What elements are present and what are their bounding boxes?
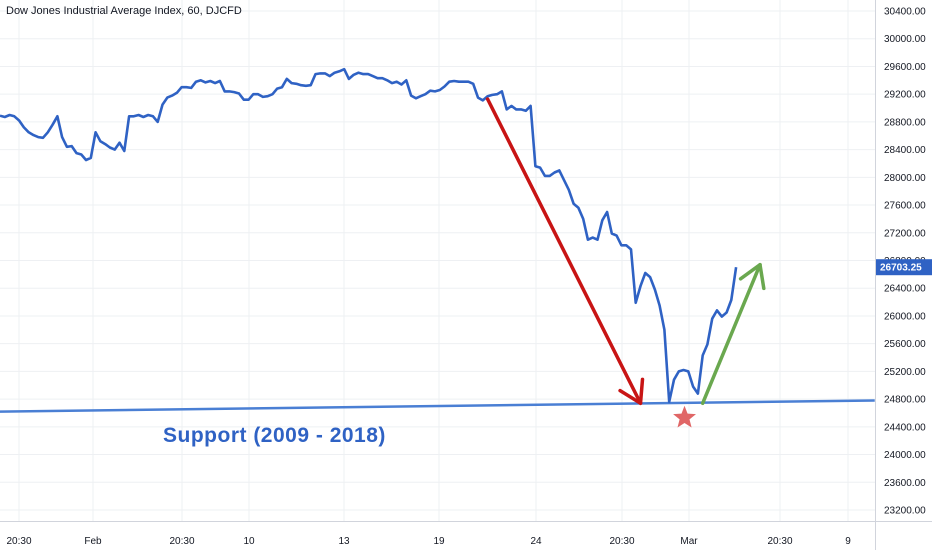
x-tick-label: Feb (84, 536, 102, 547)
y-tick-label: 25600.00 (884, 339, 926, 350)
x-tick-label: 24 (530, 536, 542, 547)
x-tick-label: 20:30 (6, 536, 31, 547)
x-tick-label: 20:30 (609, 536, 634, 547)
y-tick-label: 24800.00 (884, 395, 926, 406)
last-price-label: 26703.25 (880, 263, 922, 274)
y-tick-label: 30000.00 (884, 34, 926, 45)
up-arrow-shaft (700, 262, 762, 406)
y-tick-label: 27200.00 (884, 228, 926, 239)
up-arrow-head (738, 262, 766, 291)
y-tick-label: 29600.00 (884, 62, 926, 73)
x-tick-label: 10 (243, 536, 255, 547)
arrow-layer (485, 97, 766, 406)
y-tick-label: 26000.00 (884, 311, 926, 322)
y-tick-label: 25200.00 (884, 367, 926, 378)
y-tick-label: 24400.00 (884, 422, 926, 433)
x-tick-label: 20:30 (767, 536, 792, 547)
up-arrow (700, 262, 766, 406)
support-label: Support (2009 - 2018) (163, 424, 386, 447)
last-price-badge-bg (876, 259, 932, 276)
down-arrow-shaft (485, 97, 643, 406)
y-tick-label: 28800.00 (884, 117, 926, 128)
y-tick-label: 27600.00 (884, 201, 926, 212)
x-tick-label: 20:30 (169, 536, 194, 547)
x-tick-label: Mar (680, 536, 698, 547)
y-tick-label: 29200.00 (884, 90, 926, 101)
support-layer (0, 399, 875, 413)
x-tick-label: 9 (845, 536, 851, 547)
y-tick-label: 28000.00 (884, 173, 926, 184)
last-price-badge: 26703.25 (876, 259, 932, 276)
marker-layer (673, 405, 696, 428)
y-tick-label: 23200.00 (884, 506, 926, 517)
x-tick-label: 19 (433, 536, 445, 547)
y-tick-label: 30400.00 (884, 7, 926, 18)
y-tick-label: 24000.00 (884, 450, 926, 461)
price-series-line (0, 67, 738, 404)
y-tick-label: 26400.00 (884, 284, 926, 295)
y-tick-label: 23600.00 (884, 478, 926, 489)
star-icon (673, 405, 696, 428)
support-line (0, 399, 875, 413)
down-arrow (485, 97, 645, 406)
series-layer (0, 67, 738, 404)
x-tick-label: 13 (338, 536, 350, 547)
y-tick-label: 28400.00 (884, 145, 926, 156)
down-arrow-head (618, 377, 645, 406)
grid-layer (0, 0, 875, 521)
chart-title: Dow Jones Industrial Average Index, 60, … (6, 5, 242, 17)
